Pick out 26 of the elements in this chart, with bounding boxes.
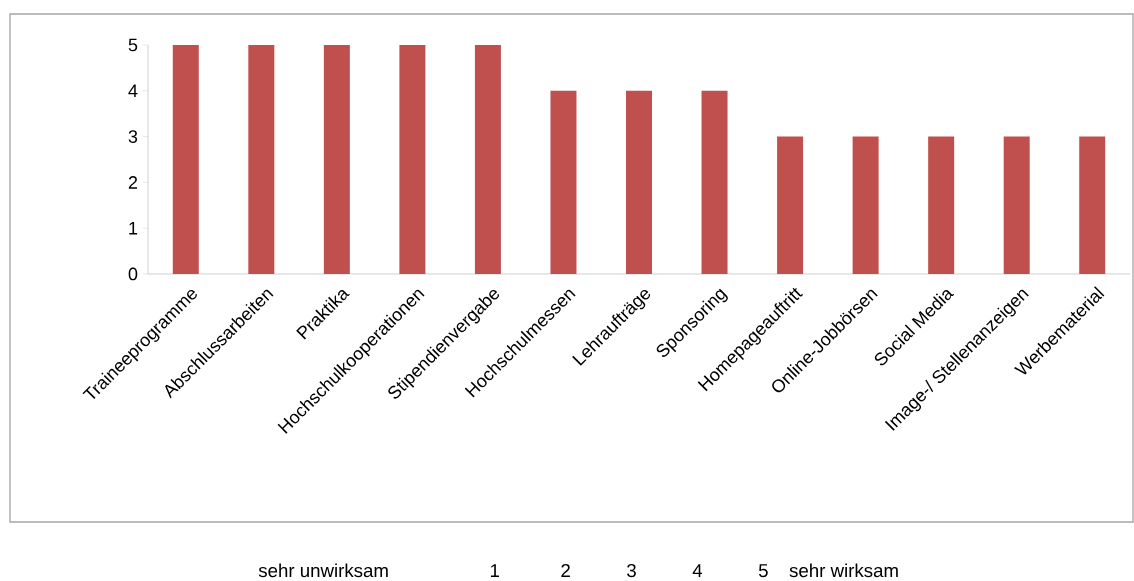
bar: [248, 45, 275, 274]
bar: [550, 90, 577, 274]
y-tick-label: 2: [128, 176, 138, 189]
bar: [172, 45, 199, 274]
bar: [852, 136, 879, 274]
bar: [626, 90, 653, 274]
y-tick-label: 0: [128, 267, 138, 281]
bar: [1079, 136, 1106, 274]
text: 2: [561, 563, 570, 577]
text: 5: [758, 564, 768, 578]
bar: [474, 45, 501, 274]
y-tick-label: 1: [129, 222, 138, 235]
bar: [777, 136, 804, 274]
y-tick-label: 4: [128, 84, 138, 97]
y-tick-label: 3: [128, 130, 138, 143]
y-tick-label: 5: [128, 38, 138, 52]
text: 3: [627, 563, 636, 578]
bar: [1003, 136, 1030, 274]
text: sehr wirksam: [789, 563, 898, 578]
text: 1: [490, 564, 499, 577]
bar: [399, 45, 426, 274]
bar: [323, 45, 350, 274]
text: 4: [692, 564, 703, 577]
text: sehr unwirksam: [258, 563, 388, 578]
bar: [701, 90, 728, 274]
bar: [928, 136, 955, 274]
